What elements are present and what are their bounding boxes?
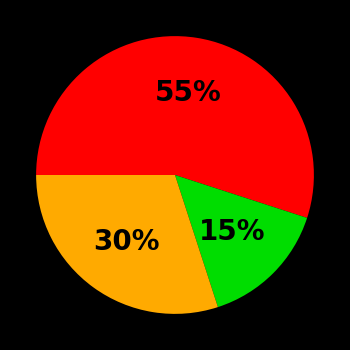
Text: 55%: 55% [155, 79, 222, 107]
Text: 15%: 15% [199, 218, 265, 246]
Wedge shape [175, 175, 307, 307]
Text: 30%: 30% [93, 229, 159, 257]
Wedge shape [36, 36, 314, 218]
Wedge shape [36, 175, 218, 314]
